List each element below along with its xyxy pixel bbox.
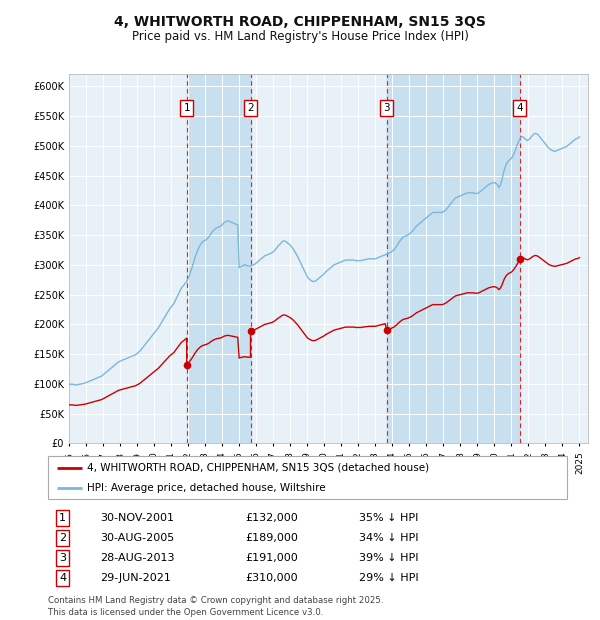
Text: £132,000: £132,000 bbox=[245, 513, 298, 523]
Text: 3: 3 bbox=[59, 553, 66, 563]
Text: Contains HM Land Registry data © Crown copyright and database right 2025.
This d: Contains HM Land Registry data © Crown c… bbox=[48, 596, 383, 618]
Text: 30-AUG-2005: 30-AUG-2005 bbox=[100, 533, 174, 543]
Bar bbox=[386, 74, 520, 443]
Text: 29-JUN-2021: 29-JUN-2021 bbox=[100, 573, 171, 583]
Text: £310,000: £310,000 bbox=[245, 573, 298, 583]
Text: 34% ↓ HPI: 34% ↓ HPI bbox=[359, 533, 419, 543]
Text: 4: 4 bbox=[517, 104, 523, 113]
Text: £191,000: £191,000 bbox=[245, 553, 298, 563]
Text: HPI: Average price, detached house, Wiltshire: HPI: Average price, detached house, Wilt… bbox=[87, 483, 326, 494]
Text: £189,000: £189,000 bbox=[245, 533, 298, 543]
Text: 29% ↓ HPI: 29% ↓ HPI bbox=[359, 573, 419, 583]
Text: 39% ↓ HPI: 39% ↓ HPI bbox=[359, 553, 419, 563]
Text: 2: 2 bbox=[247, 104, 254, 113]
Text: 2: 2 bbox=[59, 533, 66, 543]
Text: Price paid vs. HM Land Registry's House Price Index (HPI): Price paid vs. HM Land Registry's House … bbox=[131, 30, 469, 43]
Text: 4, WHITWORTH ROAD, CHIPPENHAM, SN15 3QS: 4, WHITWORTH ROAD, CHIPPENHAM, SN15 3QS bbox=[114, 16, 486, 30]
Text: 30-NOV-2001: 30-NOV-2001 bbox=[100, 513, 174, 523]
Text: 1: 1 bbox=[184, 104, 190, 113]
Text: 3: 3 bbox=[383, 104, 390, 113]
Text: 1: 1 bbox=[59, 513, 66, 523]
Text: 4: 4 bbox=[59, 573, 66, 583]
Text: 4, WHITWORTH ROAD, CHIPPENHAM, SN15 3QS (detached house): 4, WHITWORTH ROAD, CHIPPENHAM, SN15 3QS … bbox=[87, 463, 429, 473]
Bar bbox=[187, 74, 251, 443]
Text: 28-AUG-2013: 28-AUG-2013 bbox=[100, 553, 175, 563]
Text: 35% ↓ HPI: 35% ↓ HPI bbox=[359, 513, 419, 523]
